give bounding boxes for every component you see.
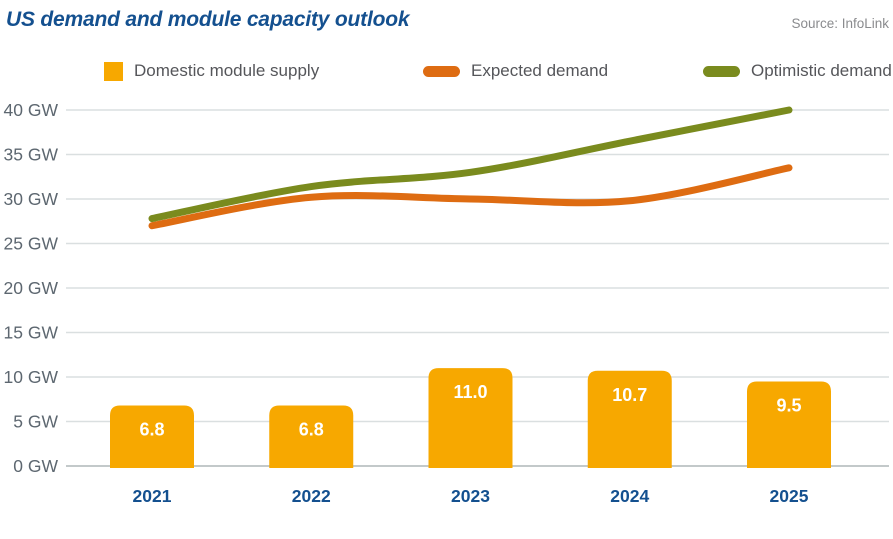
expected-demand-line-swatch-icon — [423, 65, 460, 77]
line-expected-demand — [148, 164, 793, 230]
bar-2022 — [269, 405, 354, 468]
bar-2024 — [587, 370, 672, 468]
bar-value-label-2022: 6.8 — [299, 419, 324, 439]
bar-value-label-2023: 11.0 — [453, 382, 487, 402]
y-tick-label-20gw: 20 GW — [4, 278, 59, 298]
legend-label-expected-demand: Expected demand — [471, 61, 609, 80]
chart-plot: 0 GW 5 GW 10 GW 15 GW 20 GW 25 GW 30 GW 35 GW 40… — [4, 100, 889, 506]
bar-2023 — [428, 368, 513, 468]
x-tick-label-2025: 2025 — [770, 486, 809, 506]
plot-area: 0 GW 5 GW 10 GW 15 GW 20 GW 25 GW 30 GW 35 GW 40… — [0, 95, 893, 534]
bar-swatch-icon — [104, 61, 123, 81]
x-tick-label-2021: 2021 — [133, 486, 172, 506]
source-label: Source: InfoLink — [791, 16, 889, 31]
y-tick-label-35gw: 35 GW — [4, 145, 59, 165]
legend-label-optimistic-demand: Optimistic demand — [751, 61, 892, 80]
legend-item-optimistic-demand: Optimistic demand — [703, 58, 892, 84]
y-tick-label-15gw: 15 GW — [4, 323, 59, 343]
y-tick-label-5gw: 5 GW — [13, 412, 58, 432]
y-tick-label-40gw: 40 GW — [4, 100, 59, 120]
y-tick-label-30gw: 30 GW — [4, 189, 59, 209]
bar-2025 — [747, 381, 831, 468]
optimistic-demand-line-swatch-icon — [703, 65, 740, 77]
bar-value-label-2021: 6.8 — [139, 419, 164, 439]
legend: Domestic module supply Expected demand O… — [0, 58, 893, 84]
x-tick-label-2022: 2022 — [292, 486, 331, 506]
x-tick-label-2023: 2023 — [451, 486, 490, 506]
y-tick-label-25gw: 25 GW — [4, 234, 59, 254]
x-tick-label-2024: 2024 — [610, 486, 649, 506]
bar-value-label-2024: 10.7 — [612, 385, 647, 405]
bar-2021 — [110, 405, 194, 468]
y-tick-label-0gw: 0 GW — [13, 456, 58, 476]
legend-item-expected-demand: Expected demand — [423, 58, 608, 84]
line-optimistic-demand — [148, 106, 793, 223]
page-title: US demand and module capacity outlook — [6, 8, 410, 31]
legend-item-domestic-module-supply: Domestic module supply — [104, 58, 319, 84]
bar-value-label-2025: 9.5 — [776, 395, 801, 415]
y-tick-label-10gw: 10 GW — [4, 367, 59, 387]
legend-label-domestic-module-supply: Domestic module supply — [134, 61, 320, 80]
